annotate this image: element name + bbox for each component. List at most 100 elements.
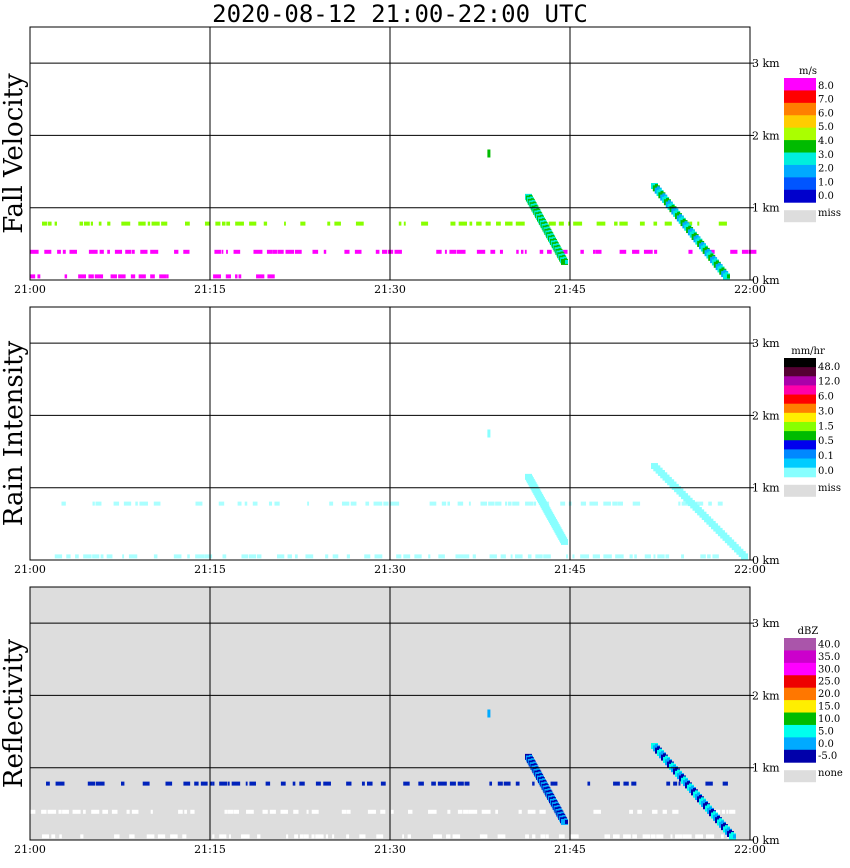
band-segment (327, 221, 331, 226)
band-segment (274, 501, 280, 506)
band-segment (262, 809, 268, 814)
colorbar-swatch (784, 385, 816, 396)
band-segment (456, 249, 466, 254)
band-segment (350, 501, 357, 506)
band-segment (707, 554, 711, 559)
band-segment (587, 781, 591, 786)
band-segment (323, 249, 327, 254)
colorbar-swatch (784, 140, 816, 154)
band-segment (91, 809, 100, 814)
band-segment (672, 809, 679, 814)
band-segment (545, 834, 549, 839)
band-segment (720, 834, 724, 839)
band-segment (44, 249, 52, 254)
band-segment (299, 781, 305, 786)
band-segment (515, 554, 523, 559)
band-segment (623, 834, 631, 839)
colorbar-level: 48.0 (818, 362, 840, 373)
band-segment (222, 554, 227, 559)
band-segment (438, 554, 445, 559)
band-segment (476, 249, 486, 254)
colorbar-level: 8.0 (818, 81, 834, 92)
band-segment (47, 809, 57, 814)
band-segment (99, 249, 104, 254)
band-segment (421, 221, 429, 226)
band-segment (485, 221, 491, 226)
band-segment (280, 809, 288, 814)
band-segment (520, 249, 524, 254)
streak-cell (561, 258, 568, 265)
band-segment (129, 834, 135, 839)
x-tick-label: 21:30 (374, 843, 406, 856)
band-segment (183, 781, 191, 786)
band-segment (464, 554, 470, 559)
band-segment (241, 834, 250, 839)
band-segment (150, 249, 159, 254)
band-segment (161, 221, 168, 226)
band-segment (596, 221, 606, 226)
band-segment (323, 781, 331, 786)
band-segment (631, 781, 637, 786)
band-segment (705, 834, 715, 839)
band-segment (495, 501, 502, 506)
streak-cell (727, 274, 730, 279)
band-segment (299, 834, 304, 839)
band-segment (463, 809, 469, 814)
band-segment (515, 221, 525, 226)
band-segment (712, 554, 719, 559)
y-tick-label: 1 km (752, 482, 780, 495)
band-segment (110, 274, 117, 279)
band-segment (510, 554, 513, 559)
band-segment (741, 249, 749, 254)
band-segment (55, 781, 65, 786)
band-segment (227, 781, 230, 786)
band-segment (700, 554, 706, 559)
band-segment (476, 221, 482, 226)
y-tick-label: 0 km (752, 274, 780, 287)
band-segment (665, 554, 670, 559)
y-tick-label: 3 km (752, 337, 780, 350)
band-segment (235, 274, 238, 279)
band-segment (450, 221, 456, 226)
band-segment (436, 249, 442, 254)
y-tick-label: 0 km (752, 834, 780, 847)
band-segment (241, 554, 249, 559)
band-segment (332, 554, 339, 559)
band-segment (42, 834, 49, 839)
band-segment (341, 501, 350, 506)
band-segment (441, 501, 447, 506)
band-segment (147, 221, 151, 226)
x-tick-label: 22:00 (734, 563, 766, 576)
colorbar-swatch (784, 449, 816, 460)
band-segment (418, 781, 424, 786)
band-segment (496, 221, 501, 226)
colorbar-swatch (784, 700, 816, 714)
colorbar-missing-label: miss (818, 483, 841, 494)
band-segment (311, 834, 315, 839)
band-segment (695, 834, 704, 839)
x-tick-label: 21:15 (194, 283, 226, 296)
band-segment (329, 501, 334, 506)
band-segment (481, 809, 491, 814)
band-segment (30, 274, 36, 279)
band-segment (51, 834, 56, 839)
band-segment (130, 274, 136, 279)
band-segment (204, 554, 213, 559)
band-segment (361, 781, 365, 786)
band-segment (219, 781, 228, 786)
colorbar-swatch (784, 650, 816, 664)
band-segment (516, 249, 519, 254)
band-segment (292, 781, 296, 786)
band-segment (403, 221, 406, 226)
band-segment (311, 809, 319, 814)
colorbar-swatch (784, 687, 816, 701)
band-segment (263, 221, 268, 226)
band-segment (543, 554, 551, 559)
band-segment (64, 274, 68, 279)
band-segment (83, 554, 92, 559)
band-segment (59, 834, 62, 839)
colorbar-swatch (784, 367, 816, 377)
colorbar-level: 10.0 (818, 714, 840, 725)
band-segment (458, 221, 467, 226)
band-segment (233, 249, 241, 254)
